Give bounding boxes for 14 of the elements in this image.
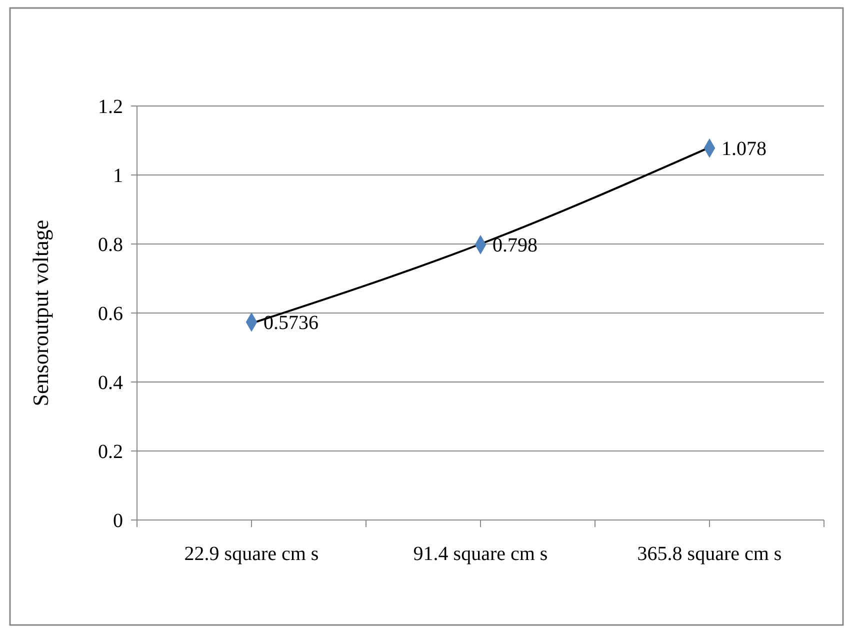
data-label: 0.5736 bbox=[264, 312, 318, 334]
x-tick-label: 22.9 square cm s bbox=[184, 543, 319, 565]
y-tick-label: 0.8 bbox=[98, 234, 123, 256]
x-tick-label: 365.8 square cm s bbox=[637, 543, 782, 565]
y-tick-label: 0.6 bbox=[98, 303, 123, 325]
data-label: 0.798 bbox=[492, 234, 538, 257]
y-tick-label: 0.2 bbox=[98, 441, 123, 463]
y-tick-label: 1 bbox=[113, 165, 123, 187]
y-tick-label: 0.4 bbox=[98, 372, 123, 394]
x-tick-label: 91.4 square cm s bbox=[413, 543, 548, 565]
y-tick-label: 1.2 bbox=[98, 96, 123, 118]
y-axis-title: Sensoroutput voltage bbox=[28, 220, 53, 406]
y-tick-label: 0 bbox=[113, 510, 123, 532]
data-label: 1.078 bbox=[722, 138, 766, 160]
